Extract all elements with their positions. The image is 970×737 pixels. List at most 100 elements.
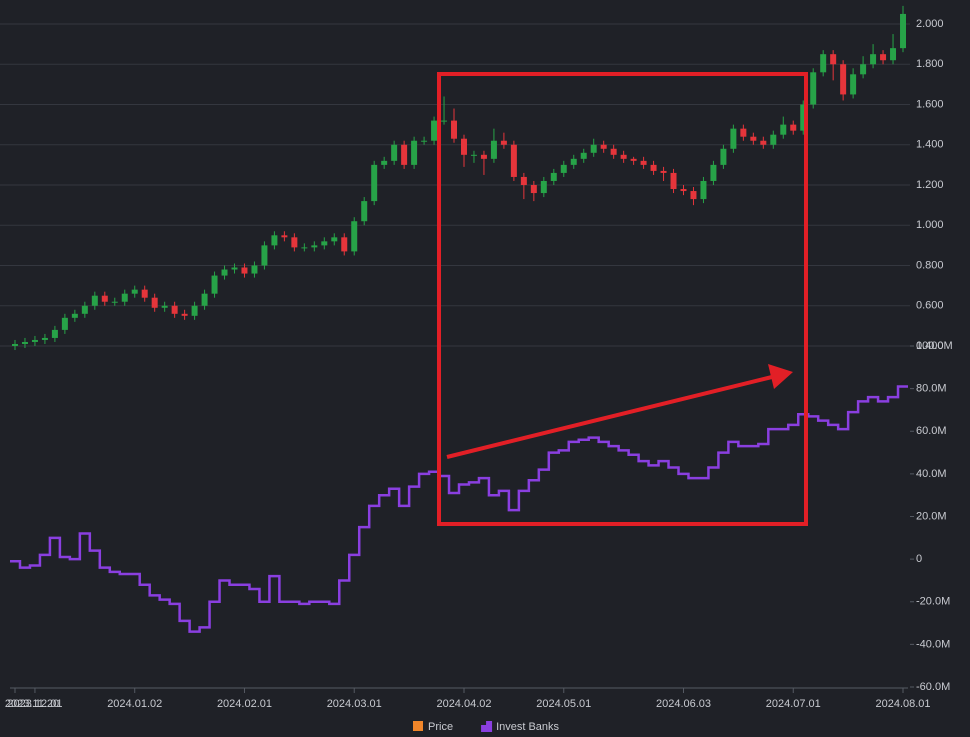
- y2-tick-label: 40.0M: [916, 468, 947, 480]
- candle-body: [251, 265, 258, 274]
- candle-body: [650, 164, 657, 171]
- x-tick-label: 2023.12.01: [7, 698, 62, 710]
- candle-body: [630, 158, 637, 161]
- y2-tick-label: 100.0M: [916, 340, 953, 352]
- legend-swatch: [413, 721, 423, 731]
- candle-body: [580, 152, 587, 159]
- y-tick-label: 0.800: [916, 259, 944, 271]
- candle-body: [570, 158, 577, 165]
- candle-body: [550, 172, 557, 181]
- candle-body: [900, 13, 907, 49]
- candle-body: [371, 164, 378, 202]
- candle-body: [101, 295, 108, 302]
- candle-body: [381, 160, 388, 165]
- candle-body: [480, 154, 487, 159]
- axes: 0.400 0.600 0.800 1.000 1.200 1.400 1.600 1.800…: [5, 18, 953, 710]
- candle-body: [720, 148, 727, 165]
- y2-tick-label: 80.0M: [916, 383, 947, 395]
- candle-body: [291, 237, 298, 248]
- x-tick-label: 2024.07.01: [766, 698, 821, 710]
- candle-body: [301, 247, 308, 249]
- candle-body: [81, 305, 88, 314]
- candle-body: [820, 54, 827, 73]
- candle-body: [850, 74, 857, 95]
- candle-body: [271, 235, 278, 246]
- y2-tick-label: -40.0M: [916, 638, 950, 650]
- candle-body: [790, 124, 797, 131]
- step-line: [10, 385, 908, 633]
- candle-body: [181, 313, 188, 316]
- candle-body: [91, 295, 98, 306]
- candle-body: [421, 140, 428, 142]
- candle-body: [810, 72, 817, 105]
- candle-body: [590, 144, 597, 153]
- candle-body: [690, 191, 697, 200]
- candle-body: [31, 339, 38, 342]
- candle-body: [560, 164, 567, 173]
- candle-body: [700, 180, 707, 200]
- candle-body: [411, 140, 418, 165]
- candle-body: [610, 148, 617, 155]
- candle-body: [710, 164, 717, 181]
- y2-tick-label: 20.0M: [916, 510, 947, 522]
- candle-body: [21, 341, 28, 344]
- candle-body: [870, 54, 877, 65]
- trend-arrow: [446, 364, 793, 459]
- legend: Price Invest Banks: [413, 721, 560, 733]
- y-tick-label: 0.600: [916, 300, 944, 312]
- candle-body: [211, 275, 218, 294]
- x-tick-label: 2023.11.20: [5, 698, 59, 710]
- y-tick-label: 0.400: [916, 340, 944, 352]
- y-tick-label: 1.800: [916, 58, 944, 70]
- candle-body: [191, 305, 198, 316]
- candle-body: [740, 128, 747, 137]
- x-tick-label: 2024.05.01: [536, 698, 591, 710]
- candle-body: [770, 134, 777, 145]
- candle-body: [241, 267, 248, 274]
- candle-body: [840, 64, 847, 95]
- candle-body: [830, 54, 837, 65]
- candle-body: [341, 237, 348, 252]
- candle-body: [680, 189, 687, 192]
- candle-body: [311, 245, 318, 248]
- y2-tick-label: 60.0M: [916, 425, 947, 437]
- x-tick-label: 2024.08.01: [875, 698, 930, 710]
- legend-label[interactable]: Price: [428, 721, 453, 733]
- candle-body: [161, 305, 168, 308]
- candle-body: [201, 293, 208, 306]
- candle-body: [151, 297, 158, 308]
- y-tick-label: 2.000: [916, 18, 944, 30]
- candle-body: [520, 176, 527, 185]
- x-tick-label: 2024.04.02: [436, 698, 491, 710]
- candle-body: [760, 140, 767, 145]
- candle-body: [61, 317, 68, 330]
- candle-body: [71, 313, 78, 318]
- candle-body: [391, 144, 398, 161]
- candle-body: [131, 289, 138, 294]
- candle-body: [281, 235, 288, 238]
- candle-body: [600, 144, 607, 149]
- x-tick-label: 2024.06.03: [656, 698, 711, 710]
- candle-body: [670, 172, 677, 190]
- candle-body: [510, 144, 517, 177]
- y2-tick-label: -60.0M: [916, 681, 950, 693]
- candle-body: [111, 301, 118, 303]
- candle-body: [331, 237, 338, 242]
- legend-label[interactable]: Invest Banks: [496, 721, 559, 733]
- y-tick-label: 1.200: [916, 179, 944, 191]
- candle-body: [500, 140, 507, 145]
- candle-body: [490, 140, 497, 159]
- candle-body: [470, 154, 477, 156]
- x-tick-label: 2024.01.02: [107, 698, 162, 710]
- candle-body: [660, 170, 667, 173]
- y-tick-label: 1.400: [916, 139, 944, 151]
- candle-body: [730, 128, 737, 149]
- candle-body: [351, 221, 358, 252]
- candle-body: [361, 201, 368, 222]
- candle-body: [460, 138, 467, 155]
- candle-body: [530, 185, 537, 194]
- candle-body: [451, 120, 458, 139]
- y-tick-label: 1.000: [916, 219, 944, 231]
- arrow-shaft: [446, 375, 773, 459]
